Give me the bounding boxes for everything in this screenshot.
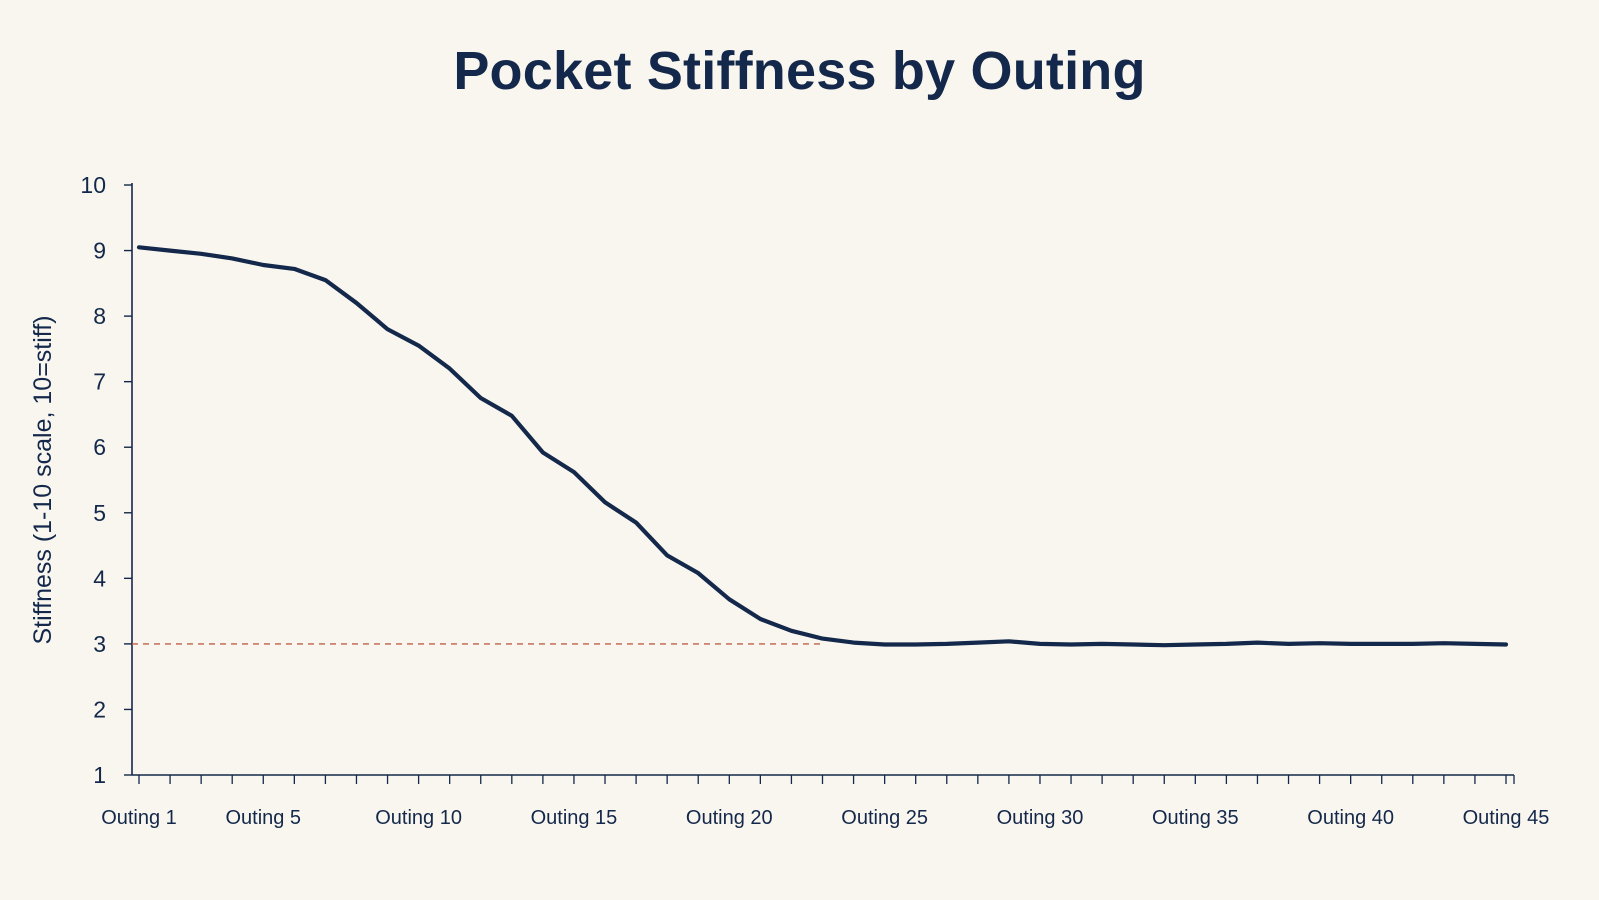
y-tick-label: 6: [93, 434, 106, 460]
x-tick-label: Outing 45: [1463, 807, 1550, 829]
x-tick-label: Outing 15: [531, 807, 618, 829]
x-tick-label: Outing 35: [1152, 807, 1239, 829]
y-tick-label: 4: [93, 565, 106, 591]
y-axis-label: Stiffness (1-10 scale, 10=stiff): [29, 315, 57, 644]
x-tick-label: Outing 30: [997, 807, 1084, 829]
y-tick-label: 10: [80, 172, 106, 198]
x-tick-label: Outing 25: [841, 807, 928, 829]
y-tick-label: 1: [93, 762, 106, 788]
y-tick-label: 5: [93, 500, 106, 526]
x-tick-label: Outing 5: [225, 807, 301, 829]
y-tick-label: 7: [93, 369, 106, 395]
x-tick-label: Outing 10: [375, 807, 462, 829]
x-tick-label: Outing 40: [1307, 807, 1394, 829]
y-tick-label: 8: [93, 303, 106, 329]
x-tick-label: Outing 1: [101, 807, 177, 829]
chart-title: Pocket Stiffness by Outing: [453, 41, 1146, 101]
y-tick-label: 9: [93, 238, 106, 264]
series-line: [136, 245, 1509, 648]
y-tick-label: 2: [93, 696, 106, 722]
x-tick-label: Outing 20: [686, 807, 773, 829]
y-tick-label: 3: [93, 631, 106, 657]
